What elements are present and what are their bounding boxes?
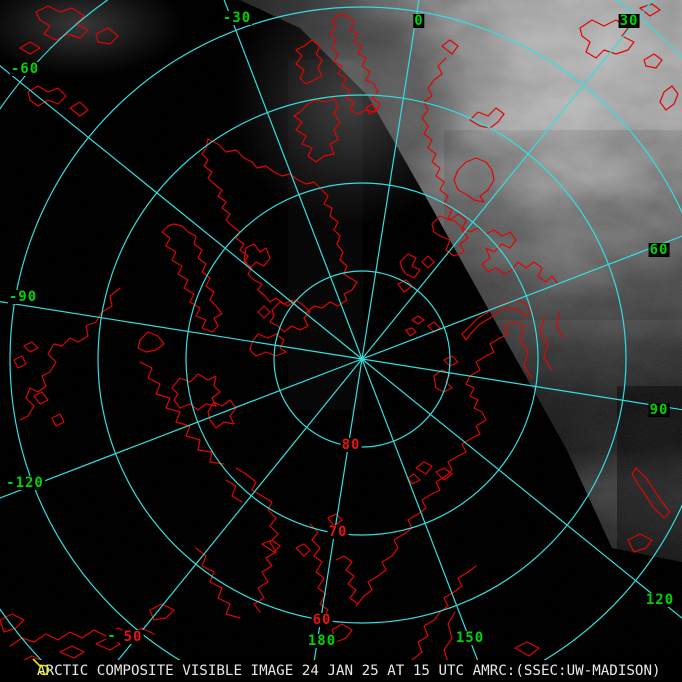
meridian-150 [361,358,487,682]
latitude-circle-70 [185,182,539,536]
coastline-greenland [201,138,358,314]
caption-bar: ARCTIC COMPOSITE VISIBLE IMAGE 24 JAN 25… [0,660,682,682]
coastline-atlantic-canada [19,5,119,117]
lon-label--60: -60 [9,61,41,77]
lon-label--30: -30 [221,10,253,26]
lat-label-70: 70 [327,524,349,540]
meridian--150 [99,358,363,682]
lon-label-120: 120 [644,592,676,608]
lon-label-180: 180 [306,633,338,649]
meridian-30 [361,0,654,360]
latitude-circle-60 [97,94,627,624]
latitude-circle-80 [273,270,451,448]
meridian-0 [361,0,420,360]
marker-tail [32,658,42,668]
lon-label--120: -120 [5,475,45,491]
meridian--30 [223,0,363,360]
lon-label--90: -90 [7,289,39,305]
latitude-circle-50 [9,6,682,682]
coastline-siberia [295,299,671,682]
meridian-120 [361,358,682,619]
meridian--90 [0,301,363,360]
lat-label-60: 60 [311,612,333,628]
lon-label-0: 0 [413,13,425,29]
lon-label-fragment: - [106,628,118,644]
lat-label-80: 80 [340,437,362,453]
meridian--120 [0,358,363,499]
lon-label-30: 30 [618,13,640,29]
lon-label-90: 90 [648,402,670,418]
meridian--60 [0,65,363,360]
lat-label-50: 50 [122,629,144,645]
coastline-canada [13,223,311,465]
lon-label-150: 150 [454,630,486,646]
caption-text: ARCTIC COMPOSITE VISIBLE IMAGE 24 JAN 25… [37,663,661,679]
lon-label-60: 60 [648,242,670,258]
marker-circle [38,664,50,676]
meridian-60 [361,235,682,360]
meridian-90 [361,358,682,411]
